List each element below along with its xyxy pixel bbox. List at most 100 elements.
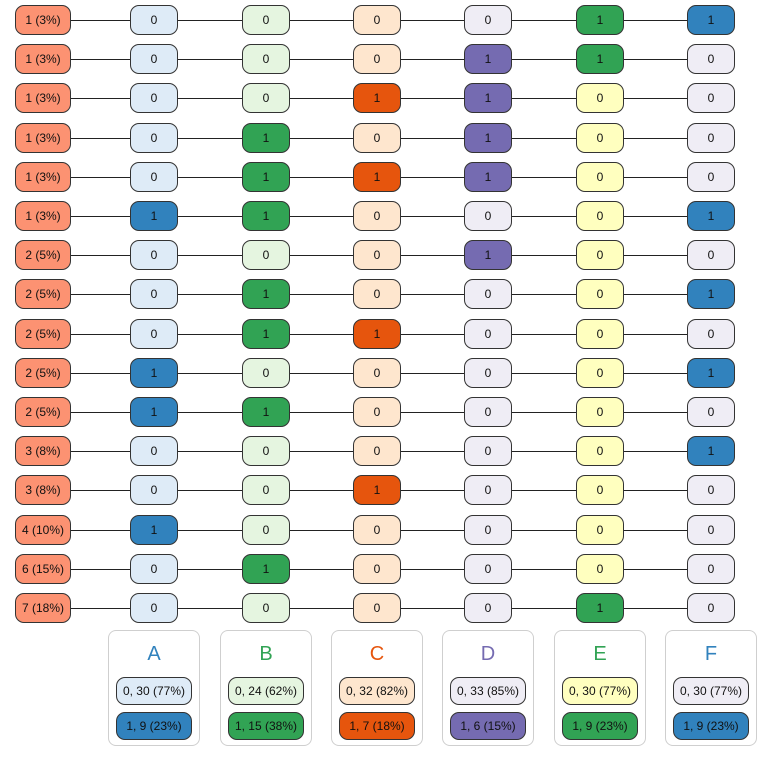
cell-e-value: 0 — [576, 436, 624, 467]
cell-d-value: 1 — [464, 83, 512, 114]
cell-e-value: 1 — [576, 5, 624, 35]
cell-e-value: 1 — [576, 593, 624, 623]
cell-d-value: 0 — [464, 593, 512, 623]
cell-a-value: 0 — [130, 436, 178, 467]
row-count-badge: 2 (5%) — [15, 357, 71, 388]
cell-e-value: 0 — [576, 553, 624, 584]
cell-c-value: 0 — [353, 240, 401, 271]
cell-e-value: 0 — [576, 279, 624, 310]
cell-f-value: 0 — [687, 44, 735, 75]
cell-d-value: 1 — [464, 240, 512, 271]
cell-c-value: 0 — [353, 201, 401, 231]
cell-c-value: 1 — [353, 318, 401, 349]
cell-f-value: 1 — [687, 5, 735, 35]
row-count-badge: 4 (10%) — [15, 514, 71, 545]
cell-e-value: 0 — [576, 240, 624, 271]
cell-e-value: 0 — [576, 318, 624, 349]
cell-d-value: 1 — [464, 44, 512, 75]
cell-e-value: 0 — [576, 161, 624, 192]
cell-a-value: 0 — [130, 475, 178, 506]
cell-a-value: 1 — [130, 357, 178, 388]
legend-one-summary: 1, 7 (18%) — [339, 712, 415, 740]
cell-a-value: 0 — [130, 161, 178, 192]
cell-b-value: 1 — [242, 122, 290, 153]
legend-one-summary: 1, 9 (23%) — [562, 712, 638, 740]
cell-b-value: 0 — [242, 436, 290, 467]
cell-d-value: 0 — [464, 279, 512, 310]
cell-c-value: 0 — [353, 436, 401, 467]
legend-card-b: B 0, 24 (62%) 1, 15 (38%) — [220, 630, 312, 746]
cell-c-value: 0 — [353, 357, 401, 388]
cell-f-value: 1 — [687, 201, 735, 231]
row-count-badge: 1 (3%) — [15, 161, 71, 192]
legend-card-c: C 0, 32 (82%) 1, 7 (18%) — [331, 630, 423, 746]
cell-a-value: 1 — [130, 397, 178, 427]
legend-card-d: D 0, 33 (85%) 1, 6 (15%) — [442, 630, 534, 746]
cell-a-value: 0 — [130, 240, 178, 271]
legend-card-e: E 0, 30 (77%) 1, 9 (23%) — [554, 630, 646, 746]
cell-b-value: 1 — [242, 318, 290, 349]
cell-d-value: 0 — [464, 553, 512, 584]
cell-c-value: 0 — [353, 397, 401, 427]
cell-a-value: 1 — [130, 201, 178, 231]
cell-c-value: 0 — [353, 553, 401, 584]
legend-title: B — [259, 643, 273, 665]
row-count-badge: 2 (5%) — [15, 318, 71, 349]
cell-c-value: 0 — [353, 593, 401, 623]
cell-b-value: 0 — [242, 357, 290, 388]
cell-c-value: 0 — [353, 122, 401, 153]
row-count-badge: 1 (3%) — [15, 122, 71, 153]
legend-title: C — [369, 643, 385, 665]
cell-d-value: 0 — [464, 201, 512, 231]
legend-zero-summary: 0, 33 (85%) — [450, 677, 526, 705]
cell-d-value: 0 — [464, 475, 512, 506]
cell-e-value: 0 — [576, 514, 624, 545]
row-count-badge: 1 (3%) — [15, 201, 71, 231]
cell-f-value: 0 — [687, 475, 735, 506]
cell-f-value: 0 — [687, 593, 735, 623]
cell-f-value: 0 — [687, 122, 735, 153]
legend-zero-summary: 0, 24 (62%) — [228, 677, 304, 705]
cell-f-value: 0 — [687, 240, 735, 271]
cell-c-value: 1 — [353, 83, 401, 114]
legend-zero-summary: 0, 30 (77%) — [562, 677, 638, 705]
cell-c-value: 0 — [353, 44, 401, 75]
cell-a-value: 0 — [130, 593, 178, 623]
cell-e-value: 0 — [576, 201, 624, 231]
legend-card-f: F 0, 30 (77%) 1, 9 (23%) — [665, 630, 757, 746]
cell-f-value: 0 — [687, 397, 735, 427]
cell-a-value: 0 — [130, 553, 178, 584]
cell-f-value: 0 — [687, 514, 735, 545]
legend-title: A — [147, 643, 161, 665]
cell-b-value: 1 — [242, 279, 290, 310]
cell-b-value: 1 — [242, 553, 290, 584]
legend-card-a: A 0, 30 (77%) 1, 9 (23%) — [108, 630, 200, 746]
legend-one-summary: 1, 6 (15%) — [450, 712, 526, 740]
cell-b-value: 0 — [242, 593, 290, 623]
cell-d-value: 0 — [464, 318, 512, 349]
cell-c-value: 1 — [353, 475, 401, 506]
cell-a-value: 0 — [130, 83, 178, 114]
cell-b-value: 0 — [242, 514, 290, 545]
row-count-badge: 2 (5%) — [15, 397, 71, 427]
cell-f-value: 1 — [687, 436, 735, 467]
cell-e-value: 0 — [576, 397, 624, 427]
cell-d-value: 0 — [464, 514, 512, 545]
row-count-badge: 6 (15%) — [15, 553, 71, 584]
row-count-badge: 7 (18%) — [15, 593, 71, 623]
legend-title: F — [704, 643, 718, 665]
cell-d-value: 0 — [464, 397, 512, 427]
legend-one-summary: 1, 9 (23%) — [116, 712, 192, 740]
cell-b-value: 0 — [242, 83, 290, 114]
cell-c-value: 0 — [353, 279, 401, 310]
row-count-badge: 2 (5%) — [15, 279, 71, 310]
cell-b-value: 0 — [242, 475, 290, 506]
legend-one-summary: 1, 15 (38%) — [228, 712, 304, 740]
cell-a-value: 0 — [130, 279, 178, 310]
legend-zero-summary: 0, 32 (82%) — [339, 677, 415, 705]
cell-b-value: 0 — [242, 44, 290, 75]
cell-b-value: 1 — [242, 397, 290, 427]
row-count-badge: 3 (8%) — [15, 436, 71, 467]
row-count-badge: 3 (8%) — [15, 475, 71, 506]
